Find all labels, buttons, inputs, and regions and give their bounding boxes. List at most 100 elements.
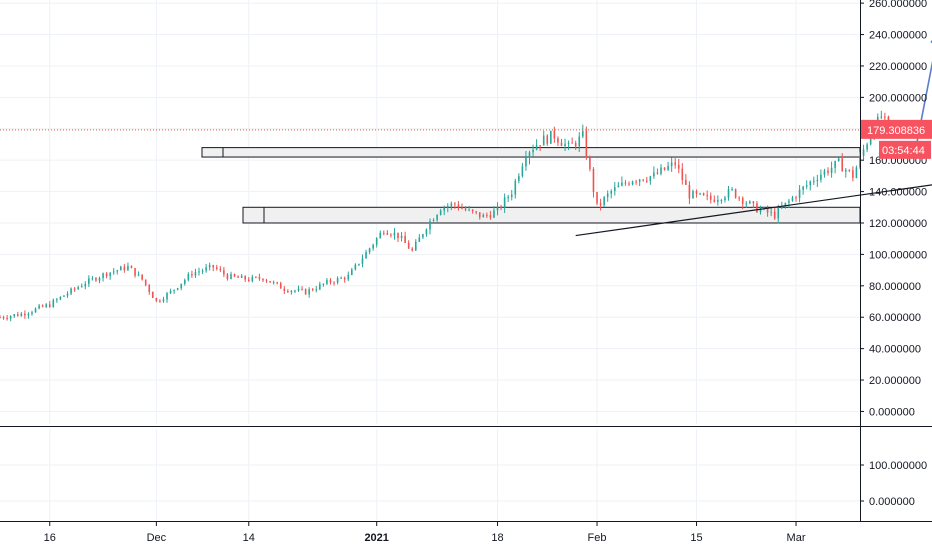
candle-down — [262, 278, 264, 281]
candle-up — [70, 288, 72, 294]
candle-down — [333, 282, 335, 284]
candle-up — [351, 269, 353, 275]
candle-down — [589, 157, 591, 169]
candle-up — [187, 274, 190, 280]
candle-down — [226, 274, 229, 279]
candle-down — [642, 179, 645, 181]
candle-up — [660, 167, 662, 174]
candle-up — [582, 131, 584, 137]
candle-up — [375, 238, 378, 245]
candle-down — [681, 168, 684, 181]
y-tick-label: 200.000000 — [869, 92, 927, 104]
candle-down — [741, 197, 744, 204]
candle-down — [464, 208, 467, 211]
candle-up — [319, 284, 321, 290]
candle-up — [166, 293, 168, 300]
candle-up — [727, 189, 730, 198]
candle-down — [407, 242, 410, 249]
y-tick-label: 80.000000 — [869, 281, 921, 293]
y-tick-label: 240.000000 — [869, 30, 927, 42]
trendline[interactable] — [575, 176, 932, 237]
candle-up — [322, 283, 325, 285]
candle-down — [304, 289, 307, 295]
candle-down — [688, 184, 691, 199]
candle-up — [503, 197, 506, 209]
candle-up — [354, 264, 357, 270]
candle-up — [308, 289, 310, 295]
candle-up — [98, 278, 101, 281]
candle-down — [475, 211, 477, 213]
candle-up — [510, 194, 513, 198]
candle-up — [670, 162, 673, 167]
last-price-tag — [861, 119, 932, 139]
x-tick-label: 18 — [491, 532, 503, 544]
candle-up — [798, 189, 801, 199]
candle-up — [521, 166, 524, 177]
candle-up — [336, 278, 339, 283]
candle-up — [699, 193, 701, 195]
candle-up — [230, 274, 232, 279]
candle-down — [283, 288, 286, 291]
candle-down — [141, 274, 143, 280]
candle-up — [862, 149, 865, 156]
candle-up — [173, 289, 175, 291]
candle-down — [279, 283, 282, 289]
candle-up — [834, 160, 836, 168]
candle-down — [329, 280, 332, 283]
candle-up — [84, 283, 87, 287]
candle-up — [855, 167, 858, 178]
candle-up — [731, 189, 733, 191]
candle-up — [436, 214, 438, 221]
candle-up — [31, 312, 33, 314]
y-tick-label: 220.000000 — [869, 61, 927, 73]
candle-down — [461, 208, 463, 210]
x-tick-label: 14 — [243, 532, 255, 544]
candle-up — [816, 179, 819, 182]
candle-up — [34, 308, 37, 313]
candle-up — [507, 197, 509, 199]
y-tick-label: 140.000000 — [869, 187, 927, 199]
candle-down — [191, 274, 193, 276]
candle-down — [656, 172, 659, 174]
candle-up — [251, 276, 254, 282]
candle-down — [852, 170, 854, 178]
candle-up — [183, 279, 186, 284]
candle-up — [820, 174, 822, 180]
candle-up — [837, 158, 840, 161]
candle-up — [418, 237, 421, 242]
candle-up — [667, 166, 669, 170]
candle-up — [564, 143, 566, 146]
candle-up — [649, 176, 652, 181]
candle-up — [613, 187, 616, 192]
candle-up — [869, 137, 872, 145]
candle-down — [663, 167, 666, 170]
candle-down — [269, 281, 271, 283]
candle-up — [120, 266, 122, 271]
y-tick-label: 40.000000 — [869, 344, 921, 356]
candle-up — [315, 289, 318, 291]
candle-up — [749, 201, 751, 204]
candle-down — [827, 170, 829, 173]
candle-down — [287, 290, 289, 293]
candle-down — [557, 138, 559, 143]
candle-down — [560, 142, 563, 146]
candle-up — [429, 221, 431, 230]
candle-up — [880, 116, 883, 118]
candle-down — [123, 266, 126, 271]
candle-down — [411, 248, 414, 251]
x-tick-label: 16 — [44, 532, 56, 544]
candle-up — [446, 206, 449, 208]
candle-up — [777, 208, 780, 219]
y-tick-label: 100.000000 — [869, 249, 927, 261]
x-tick-label: Mar — [787, 532, 806, 544]
candle-up — [194, 272, 197, 276]
candle-up — [720, 200, 723, 202]
candle-up — [805, 185, 808, 187]
candle-up — [109, 272, 111, 277]
candle-up — [80, 286, 83, 288]
candle-up — [102, 273, 104, 279]
x-tick-label: Feb — [588, 532, 607, 544]
candle-down — [795, 197, 797, 199]
